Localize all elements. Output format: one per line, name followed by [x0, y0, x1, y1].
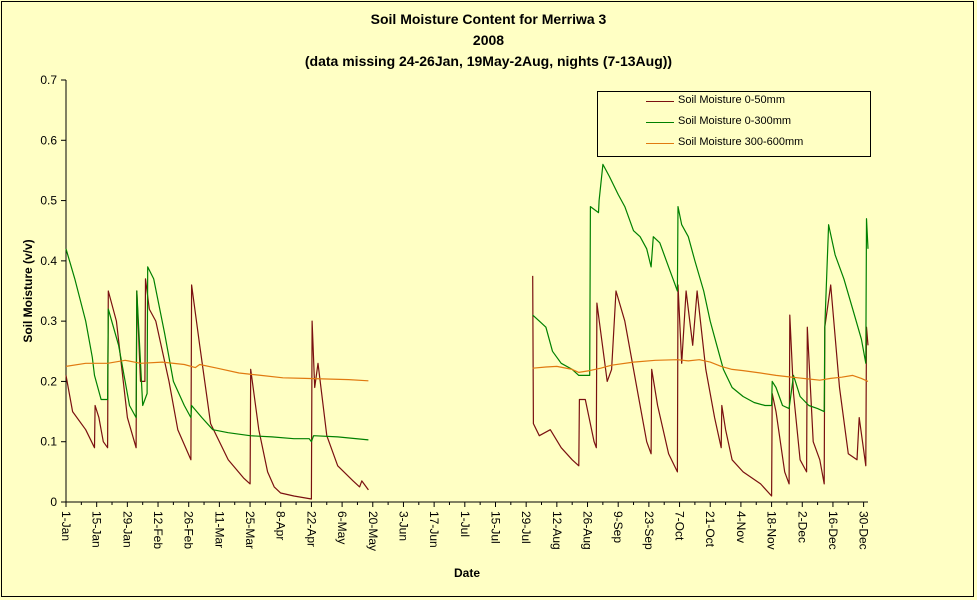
- x-tick-label: 4-Nov: [734, 511, 748, 543]
- x-tick-label: 11-Mar: [212, 511, 226, 548]
- series-line-2-segment-1: [532, 359, 869, 382]
- x-tick-label: 15-Jan: [90, 511, 104, 548]
- y-tick-label: 0.2: [40, 374, 57, 388]
- x-tick-label: 1-Jul: [458, 511, 472, 537]
- legend-swatch-300-600mm: [646, 143, 674, 144]
- x-tick-label: 12-Aug: [550, 511, 564, 550]
- x-tick-label: 17-Jun: [427, 511, 441, 548]
- x-tick-label: 16-Dec: [826, 511, 840, 550]
- y-tick-label: 0.3: [40, 314, 57, 328]
- x-tick-label: 15-Jul: [488, 511, 502, 544]
- series-line-1-segment-0: [65, 248, 369, 443]
- series-line-0-segment-1: [532, 275, 869, 497]
- x-tick-label: 29-Jan: [120, 511, 134, 548]
- chart-subtitle-note: (data missing 24-26Jan, 19May-2Aug, nigh…: [304, 53, 673, 69]
- y-tick-label: 0.5: [40, 194, 57, 208]
- x-tick-label: 7-Oct: [673, 511, 687, 541]
- x-tick-label: 30-Dec: [857, 511, 871, 550]
- x-tick-label: 8-Apr: [274, 511, 288, 540]
- x-tick-label: 2-Dec: [795, 511, 809, 543]
- legend-label-300-600mm: Soil Moisture 300-600mm: [678, 136, 804, 148]
- y-tick-label: 0.6: [40, 133, 57, 147]
- y-tick-label: 0.4: [40, 254, 57, 268]
- series-line-1-segment-1: [532, 163, 869, 413]
- x-axis-title: Date: [454, 566, 480, 580]
- x-tick-label: 3-Jun: [396, 511, 410, 541]
- x-tick-label: 20-May: [366, 511, 380, 551]
- x-tick-label: 9-Sep: [611, 511, 625, 543]
- x-tick-label: 12-Feb: [151, 511, 165, 549]
- y-axis-title: Soil Moisture (v/v): [21, 239, 35, 342]
- x-tick-label: 25-Mar: [243, 511, 257, 549]
- y-tick-label: 0.1: [40, 435, 57, 449]
- x-tick-label: 29-Jul: [519, 511, 533, 544]
- chart-subtitle-year: 2008: [472, 32, 505, 48]
- legend-label-0-300mm: Soil Moisture 0-300mm: [678, 115, 792, 127]
- x-tick-label: 18-Nov: [765, 511, 779, 550]
- legend-swatch-0-50mm: [646, 101, 674, 102]
- series-line-0-segment-0: [65, 278, 369, 500]
- legend-item-0-50mm: Soil Moisture 0-50mm: [598, 92, 870, 112]
- legend-item-0-300mm: Soil Moisture 0-300mm: [598, 113, 870, 133]
- y-tick-label: 0: [50, 495, 57, 509]
- x-tick-label: 1-Jan: [59, 511, 73, 541]
- x-tick-label: 22-Apr: [304, 511, 318, 547]
- x-tick-label: 21-Oct: [703, 511, 717, 548]
- legend-label-0-50mm: Soil Moisture 0-50mm: [678, 94, 785, 106]
- x-tick-label: 26-Aug: [581, 511, 595, 550]
- legend-swatch-0-300mm: [646, 122, 674, 123]
- x-tick-label: 6-May: [335, 511, 349, 544]
- x-tick-label: 26-Feb: [182, 511, 196, 549]
- legend-item-300-600mm: Soil Moisture 300-600mm: [598, 134, 870, 154]
- x-tick-label: 23-Sep: [642, 511, 656, 550]
- series-line-2-segment-0: [65, 359, 369, 382]
- y-tick-label: 0.7: [40, 73, 57, 87]
- chart-title: Soil Moisture Content for Merriwa 3: [370, 11, 607, 27]
- chart-legend: Soil Moisture 0-50mm Soil Moisture 0-300…: [597, 91, 871, 157]
